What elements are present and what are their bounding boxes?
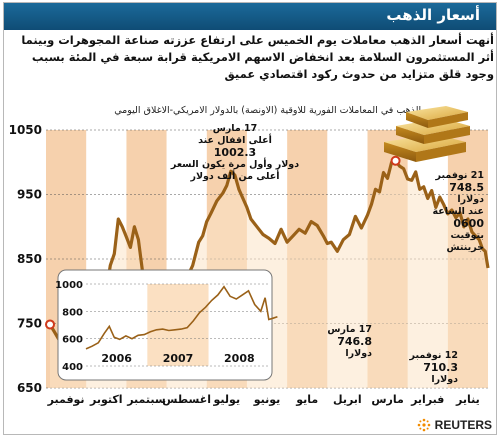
annotation-latest-value: 748.5	[449, 181, 484, 194]
annotation-latest-time: 0600	[453, 217, 484, 230]
annotation-september-low-date: 17 مارس	[327, 324, 372, 335]
inset-year-band	[86, 284, 148, 366]
x-tick-label: اغسطس	[162, 393, 211, 406]
x-tick-label: نوفمبر	[47, 393, 85, 406]
annotation-november-low-unit: دولارا	[431, 374, 458, 385]
annotation-november-low-value: 710.3	[423, 361, 458, 374]
x-tick-label: يناير	[455, 393, 480, 406]
annotation-november-low: 12 نوفمبر 710.3 دولارا	[388, 350, 458, 386]
annotation-latest-line2: عند الساعة	[432, 206, 484, 217]
annotation-latest-line1: دولارا	[457, 194, 484, 205]
x-tick-label: مايو	[295, 393, 318, 406]
x-tick-label: ابريل	[333, 393, 362, 406]
chart-subtitle: سعر الذهب في المعاملات الفورية للاوقية (…	[114, 105, 442, 116]
inset-x-tick-label: 2006	[101, 352, 132, 365]
reuters-logo: REUTERS	[416, 417, 492, 433]
inset-y-tick-label: 1000	[55, 280, 83, 291]
annotation-september-low-unit: دولارا	[345, 348, 372, 359]
annotation-march-high-value: 1002.3	[213, 146, 257, 159]
x-tick-label: فبراير	[410, 393, 444, 406]
inset-x-tick-label: 2008	[224, 352, 255, 365]
annotation-september-low-value: 746.8	[337, 335, 372, 348]
inset-year-band	[147, 284, 209, 366]
title-bar: أسعار الذهب	[4, 3, 496, 30]
inset-x-tick-label: 2007	[163, 352, 194, 365]
annotation-march-high-date: 17 مارس	[212, 123, 258, 134]
inset-y-tick-label: 400	[62, 362, 83, 373]
y-tick-label: 750	[17, 317, 42, 331]
annotation-march-high-line2: دولار وأول مرة يكون السعر	[170, 159, 300, 170]
inset-y-tick-label: 600	[62, 335, 83, 346]
inset-price-line	[85, 285, 278, 350]
inset-y-tick-label: 800	[62, 307, 83, 318]
y-tick-label: 1050	[9, 123, 42, 137]
gold-bars-icon	[384, 106, 470, 162]
annotation-latest-price: 21 نوفمبر 748.5 دولارا عند الساعة 0600 ب…	[400, 170, 484, 254]
x-tick-label: سبتمبر	[126, 393, 166, 406]
annotation-march-high: 17 مارس أعلى اقفال عند 1002.3 دولار وأول…	[160, 123, 310, 183]
annotation-latest-line4: جرينتش	[446, 242, 484, 253]
y-tick-label: 850	[17, 252, 42, 266]
x-tick-label: اكتوبر	[89, 393, 123, 406]
annotation-latest-line3: بتوقيت	[450, 230, 484, 241]
y-tick-label: 950	[17, 188, 42, 202]
y-tick-label: 650	[17, 381, 42, 395]
x-tick-label: مارس	[371, 393, 403, 406]
annotation-november-low-date: 12 نوفمبر	[409, 350, 458, 361]
chart-title: أسعار الذهب	[386, 6, 480, 24]
reuters-dots-icon	[417, 418, 430, 432]
annotation-march-high-line3: أعلى من ألف دولار	[190, 171, 280, 182]
reuters-wordmark: REUTERS	[434, 418, 492, 432]
headline-text: أنهت أسعار الذهب معاملات يوم الخميس على …	[21, 33, 494, 81]
price-line	[48, 159, 490, 351]
annotation-march-high-line1: أعلى اقفال عند	[198, 135, 272, 146]
x-tick-label: يوليو	[213, 393, 241, 406]
annotation-latest-date: 21 نوفمبر	[435, 170, 484, 181]
annotation-september-low: 17 مارس 746.8 دولارا	[306, 324, 372, 360]
price-marker	[45, 319, 56, 330]
x-tick-label: يونيو	[253, 393, 281, 406]
price-marker	[390, 155, 401, 166]
